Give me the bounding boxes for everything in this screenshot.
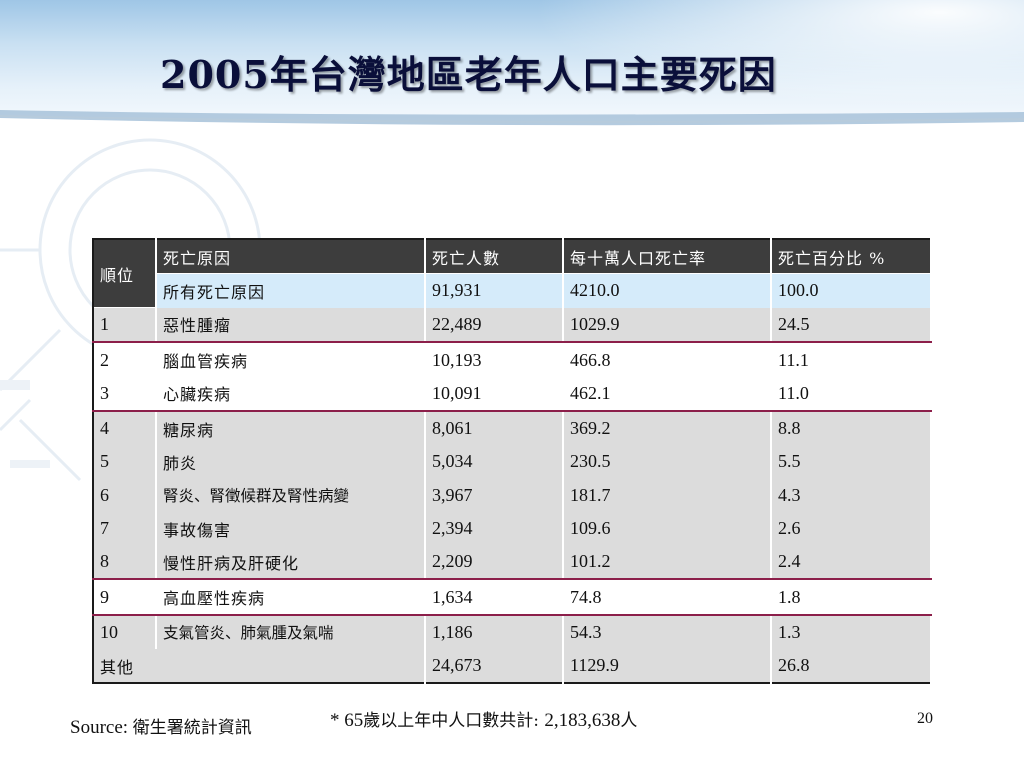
table-row: 10 支氣管炎、肺氣腫及氣喘 1,186 54.3 1.3: [93, 614, 932, 650]
slide-title: 2005年台灣地區老年人口主要死因: [160, 52, 777, 97]
all-causes-row: 所有死亡原因 91,931 4210.0 100.0: [93, 273, 932, 308]
percent-cell: 2.6: [771, 511, 932, 546]
others-rate: 1129.9: [563, 649, 772, 684]
rate-cell: 462.1: [563, 376, 772, 412]
note-middle: 歲以上年中人口數共計:: [363, 711, 545, 731]
cause-cell: 肺炎: [156, 445, 426, 479]
rate-cell: 54.3: [563, 614, 772, 650]
cause-cell: 糖尿病: [156, 410, 426, 446]
cause-cell: 心臟疾病: [156, 376, 426, 412]
table-row: 4 糖尿病 8,061 369.2 8.8: [93, 410, 932, 446]
rate-cell: 1029.9: [563, 307, 772, 344]
table-row: 8 慢性肝病及肝硬化 2,209 101.2 2.4: [93, 545, 932, 581]
rate-cell: 466.8: [563, 342, 772, 377]
rank-cell: 9: [93, 579, 157, 616]
others-percent: 26.8: [771, 649, 932, 684]
deaths-cell: 22,489: [425, 307, 564, 344]
header-swoosh: [0, 110, 1024, 140]
deaths-cell: 10,193: [425, 342, 564, 377]
table-row: 1 惡性腫瘤 22,489 1029.9 24.5: [93, 307, 932, 344]
all-causes-label: 所有死亡原因: [156, 273, 426, 308]
source-label: Source:: [70, 717, 133, 738]
header-glow: [464, 0, 1024, 125]
all-causes-deaths: 91,931: [425, 273, 564, 308]
deaths-cell: 3,967: [425, 478, 564, 512]
table-row: 5 肺炎 5,034 230.5 5.5: [93, 445, 932, 479]
all-causes-rate: 4210.0: [563, 273, 772, 308]
rank-cell: 3: [93, 376, 157, 412]
percent-header: 死亡百分比 %: [771, 239, 932, 275]
others-label: 其他: [93, 649, 426, 684]
rank-cell: 1: [93, 307, 157, 344]
deaths-cell: 1,634: [425, 579, 564, 616]
table-header-row: 順位 死亡原因 死亡人數 每十萬人口死亡率 死亡百分比 %: [93, 239, 932, 309]
rate-cell: 230.5: [563, 445, 772, 479]
table-row: 2 腦血管疾病 10,193 466.8 11.1: [93, 342, 932, 377]
source-note: Source: 衛生署統計資訊: [70, 713, 252, 739]
source-value: 衛生署統計資訊: [132, 718, 252, 738]
deaths-cell: 10,091: [425, 376, 564, 412]
deaths-header: 死亡人數: [425, 239, 564, 275]
percent-cell: 2.4: [771, 545, 932, 581]
deaths-cell: 5,034: [425, 445, 564, 479]
cause-cell: 高血壓性疾病: [156, 579, 426, 616]
rate-header: 每十萬人口死亡率: [563, 239, 772, 275]
cause-cell: 支氣管炎、肺氣腫及氣喘: [156, 614, 426, 650]
rate-cell: 109.6: [563, 511, 772, 546]
note-prefix: * 65: [330, 710, 364, 731]
rate-cell: 369.2: [563, 410, 772, 446]
table-row: 9 高血壓性疾病 1,634 74.8 1.8: [93, 579, 932, 616]
population-note: * 65歲以上年中人口數共計: 2,183,638人: [330, 706, 637, 732]
table-row: 6 腎炎、腎徵候群及腎性病變 3,967 181.7 4.3: [93, 478, 932, 512]
others-row: 其他 24,673 1129.9 26.8: [93, 649, 932, 684]
rate-cell: 181.7: [563, 478, 772, 512]
percent-cell: 1.8: [771, 579, 932, 616]
deaths-cell: 1,186: [425, 614, 564, 650]
rank-cell: 2: [93, 342, 157, 377]
rank-cell: 7: [93, 511, 157, 546]
percent-cell: 1.3: [771, 614, 932, 650]
cause-cell: 惡性腫瘤: [156, 307, 426, 344]
deaths-cell: 2,209: [425, 545, 564, 581]
cause-header: 死亡原因: [156, 239, 426, 275]
rank-cell: 5: [93, 445, 157, 479]
percent-cell: 5.5: [771, 445, 932, 479]
cause-cell: 腎炎、腎徵候群及腎性病變: [156, 478, 426, 512]
table-row: 7 事故傷害 2,394 109.6 2.6: [93, 511, 932, 546]
others-deaths: 24,673: [425, 649, 564, 684]
rank-cell: 4: [93, 410, 157, 446]
percent-cell: 11.1: [771, 342, 932, 377]
note-number: 2,183,638: [544, 710, 621, 731]
table-row: 3 心臟疾病 10,091 462.1 11.0: [93, 376, 932, 412]
percent-cell: 8.8: [771, 410, 932, 446]
percent-cell: 11.0: [771, 376, 932, 412]
rank-cell: 8: [93, 545, 157, 581]
cause-cell: 慢性肝病及肝硬化: [156, 545, 426, 581]
deaths-cell: 8,061: [425, 410, 564, 446]
page-number: 20: [917, 710, 933, 727]
rank-cell: 6: [93, 478, 157, 512]
deaths-cell: 2,394: [425, 511, 564, 546]
rate-cell: 74.8: [563, 579, 772, 616]
all-causes-percent: 100.0: [771, 273, 932, 308]
note-suffix: 人: [620, 711, 638, 731]
percent-cell: 4.3: [771, 478, 932, 512]
cause-cell: 腦血管疾病: [156, 342, 426, 377]
percent-cell: 24.5: [771, 307, 932, 344]
rate-cell: 101.2: [563, 545, 772, 581]
rank-cell: 10: [93, 614, 157, 650]
mortality-table: 順位 死亡原因 死亡人數 每十萬人口死亡率 死亡百分比 % 所有死亡原因 91,…: [92, 238, 932, 685]
rank-header: 順位: [93, 239, 157, 309]
cause-cell: 事故傷害: [156, 511, 426, 546]
